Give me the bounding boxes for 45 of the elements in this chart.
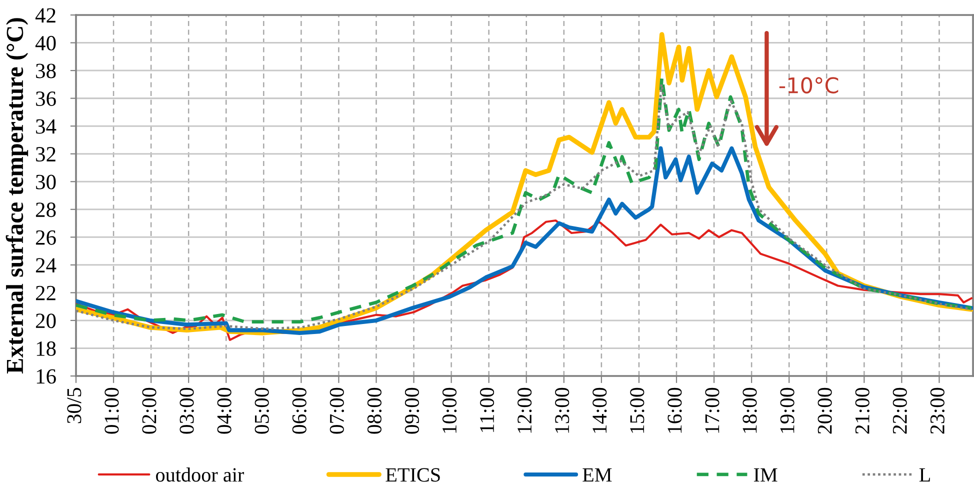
y-tick-label: 16: [36, 369, 56, 384]
x-tick-label: 13:00: [555, 388, 570, 433]
x-tick-label: 08:00: [367, 388, 382, 434]
x-tick-label: 12:00: [518, 388, 532, 433]
y-tick-label: 42: [35, 8, 56, 22]
y-tick-label: 20: [36, 314, 56, 328]
y-tick-label: 18: [36, 341, 56, 356]
y-tick-label: 40: [35, 36, 56, 50]
legend-label: ETICS: [386, 468, 440, 482]
y-tick-label: 28: [36, 202, 56, 218]
y-tick-label: 32: [36, 147, 56, 162]
x-tick-label: 07:00: [330, 388, 344, 434]
x-tick-label: 06:00: [292, 388, 306, 434]
x-tick-label: 16:00: [668, 388, 682, 433]
x-tick-label: 23:00: [930, 388, 945, 434]
x-tick-label: 10:00: [442, 388, 457, 433]
x-tick-label: 19:00: [780, 388, 794, 433]
y-tick-label: 22: [36, 286, 56, 300]
legend-label: IM: [754, 468, 778, 482]
legend-label: outdoor air: [156, 468, 244, 482]
x-tick-label: 21:00: [855, 388, 870, 434]
x-tick-label: 22:00: [892, 388, 907, 434]
legend-label: EM: [582, 468, 612, 482]
y-tick-label: 30: [36, 174, 56, 190]
x-tick-label: 09:00: [404, 388, 420, 434]
x-tick-label: 18:00: [742, 388, 757, 433]
x-tick-label: 05:00: [254, 388, 269, 434]
x-tick-label: 15:00: [630, 388, 644, 433]
x-tick-label: 04:00: [217, 388, 232, 434]
x-tick-label: 30/5: [67, 388, 82, 424]
x-tick-label: 01:00: [104, 388, 119, 434]
x-tick-label: 17:00: [705, 388, 720, 433]
y-tick-label: 24: [36, 258, 56, 272]
x-tick-label: 02:00: [142, 388, 156, 434]
x-tick-label: 11:00: [480, 388, 494, 432]
x-tick-label: 20:00: [818, 388, 832, 434]
legend-label: L: [919, 468, 930, 482]
y-tick-label: 38: [36, 64, 56, 78]
x-tick-label: 14:00: [592, 388, 607, 433]
annotation: -10°C: [779, 77, 838, 94]
y-tick-label: 36: [36, 92, 56, 106]
x-tick-label: 03:00: [180, 388, 194, 434]
y-axis-title: External surface temperature (°C): [6, 18, 28, 374]
y-tick-label: 34: [36, 119, 56, 134]
y-tick-label: 26: [36, 230, 56, 245]
